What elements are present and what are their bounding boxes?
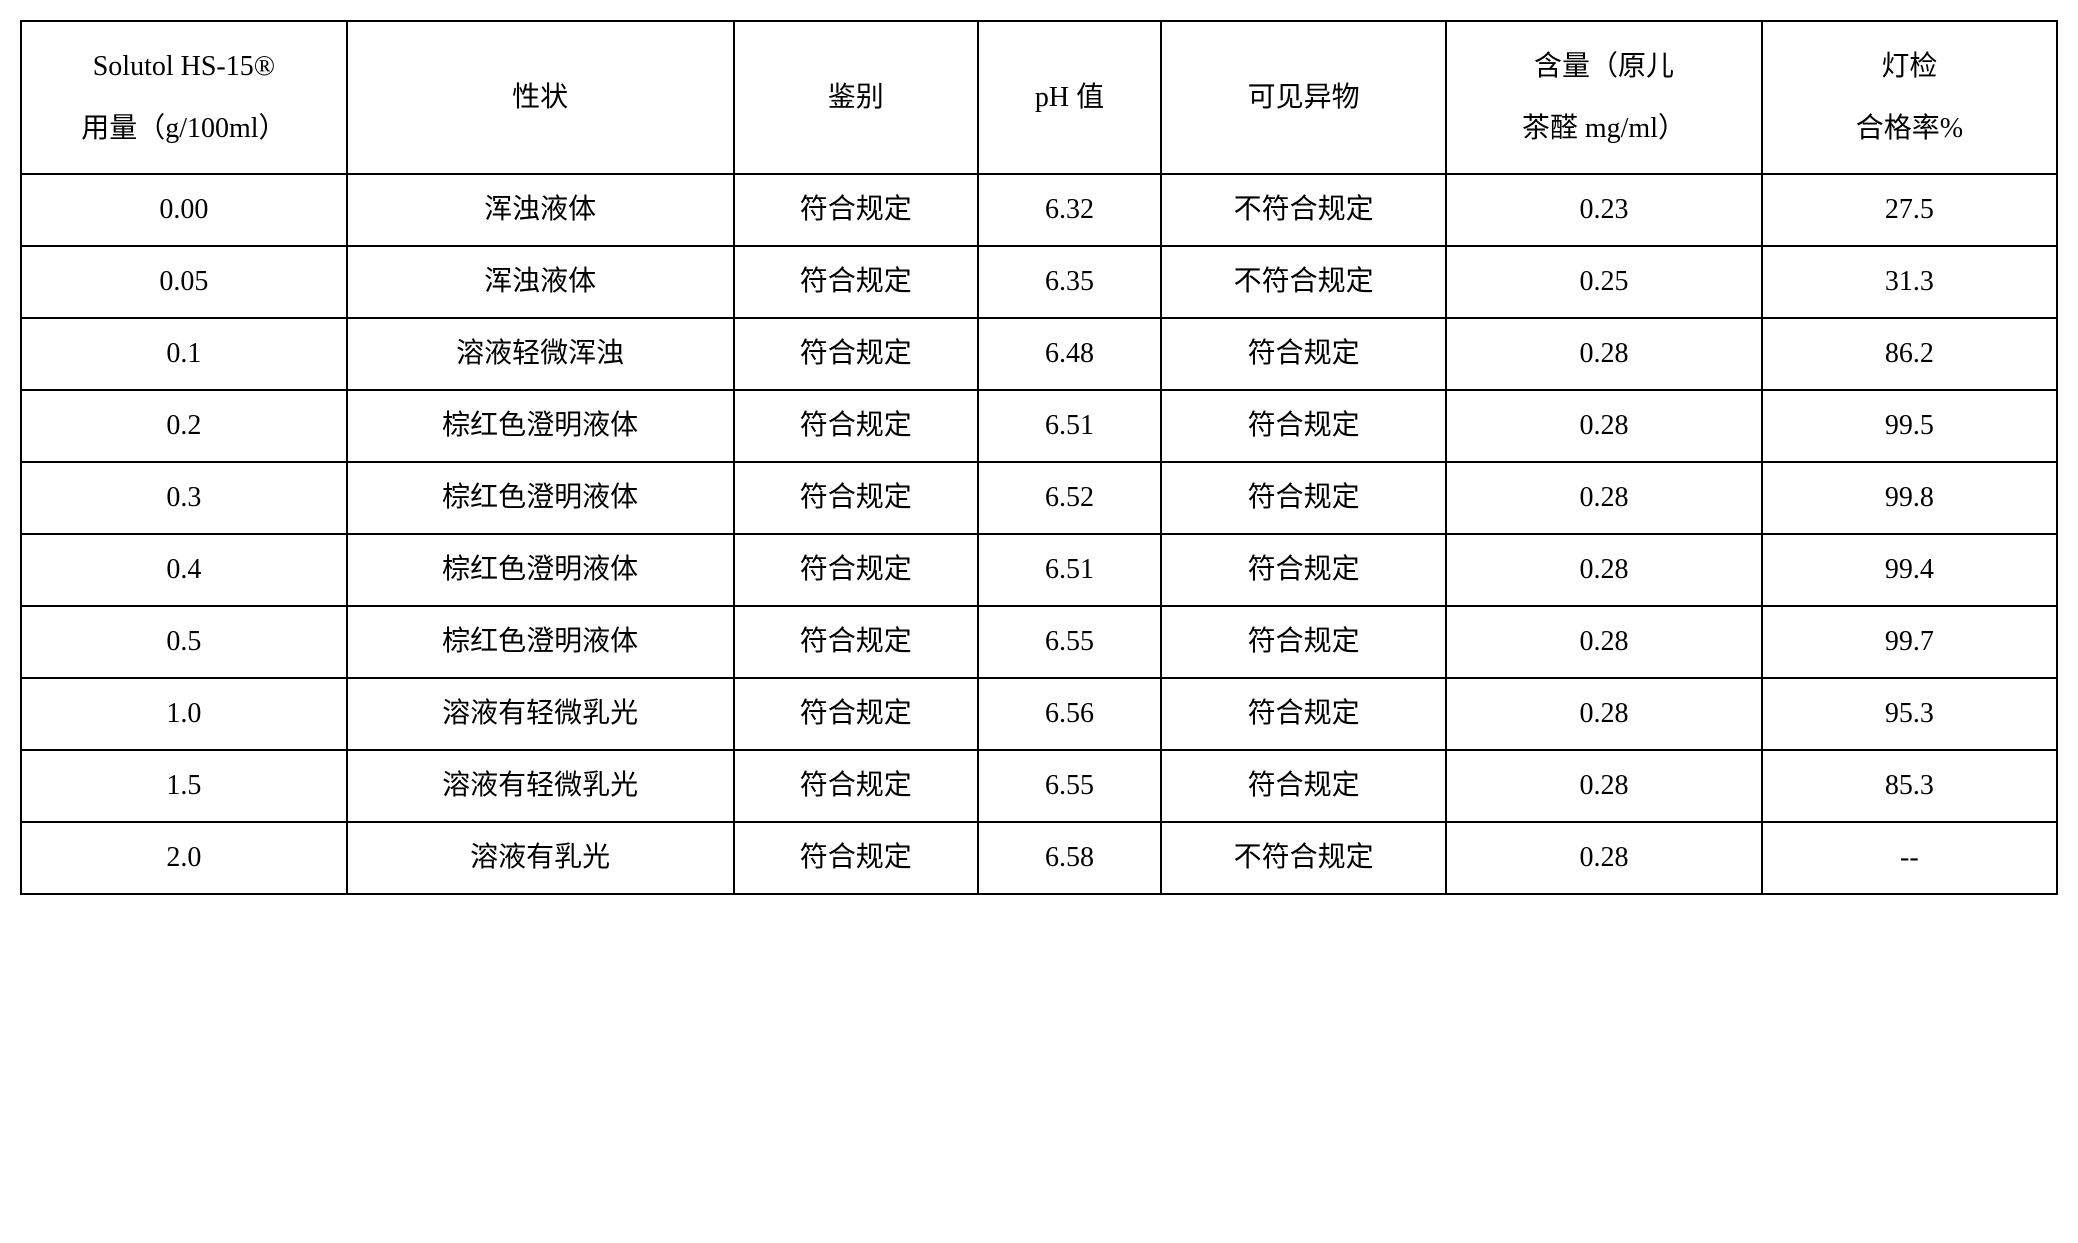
table-header-row: Solutol HS-15® 用量（g/100ml） 性状 鉴别 pH 值 可见… — [21, 21, 2057, 174]
cell-dosage: 0.05 — [21, 246, 347, 318]
cell-visible: 不符合规定 — [1161, 174, 1446, 246]
cell-identify: 符合规定 — [734, 246, 978, 318]
cell-pass: 99.4 — [1762, 534, 2057, 606]
cell-visible: 不符合规定 — [1161, 246, 1446, 318]
cell-appearance: 浑浊液体 — [347, 174, 734, 246]
cell-identify: 符合规定 — [734, 174, 978, 246]
cell-ph: 6.51 — [978, 534, 1161, 606]
cell-pass: 99.5 — [1762, 390, 2057, 462]
cell-ph: 6.51 — [978, 390, 1161, 462]
cell-dosage: 0.00 — [21, 174, 347, 246]
table-row: 0.3 棕红色澄明液体 符合规定 6.52 符合规定 0.28 99.8 — [21, 462, 2057, 534]
cell-visible: 符合规定 — [1161, 606, 1446, 678]
cell-dosage: 0.4 — [21, 534, 347, 606]
cell-content: 0.28 — [1446, 606, 1762, 678]
cell-ph: 6.56 — [978, 678, 1161, 750]
col-header-content-line2: 茶醛 mg/ml） — [1453, 98, 1755, 160]
cell-dosage: 1.5 — [21, 750, 347, 822]
table-row: 0.05 浑浊液体 符合规定 6.35 不符合规定 0.25 31.3 — [21, 246, 2057, 318]
cell-dosage: 0.1 — [21, 318, 347, 390]
cell-identify: 符合规定 — [734, 822, 978, 894]
cell-dosage: 2.0 — [21, 822, 347, 894]
cell-pass: 31.3 — [1762, 246, 2057, 318]
cell-dosage: 0.3 — [21, 462, 347, 534]
cell-pass: 27.5 — [1762, 174, 2057, 246]
cell-pass: 85.3 — [1762, 750, 2057, 822]
cell-identify: 符合规定 — [734, 606, 978, 678]
cell-appearance: 浑浊液体 — [347, 246, 734, 318]
cell-content: 0.28 — [1446, 678, 1762, 750]
col-header-ph: pH 值 — [978, 21, 1161, 174]
cell-identify: 符合规定 — [734, 462, 978, 534]
table-body: 0.00 浑浊液体 符合规定 6.32 不符合规定 0.23 27.5 0.05… — [21, 174, 2057, 894]
cell-visible: 符合规定 — [1161, 534, 1446, 606]
cell-identify: 符合规定 — [734, 390, 978, 462]
col-header-visible: 可见异物 — [1161, 21, 1446, 174]
cell-ph: 6.58 — [978, 822, 1161, 894]
cell-identify: 符合规定 — [734, 318, 978, 390]
cell-appearance: 溶液轻微浑浊 — [347, 318, 734, 390]
cell-appearance: 棕红色澄明液体 — [347, 534, 734, 606]
cell-ph: 6.48 — [978, 318, 1161, 390]
cell-identify: 符合规定 — [734, 750, 978, 822]
cell-pass: -- — [1762, 822, 2057, 894]
cell-content: 0.28 — [1446, 534, 1762, 606]
col-header-pass-line1: 灯检 — [1769, 36, 2050, 98]
table-row: 1.0 溶液有轻微乳光 符合规定 6.56 符合规定 0.28 95.3 — [21, 678, 2057, 750]
cell-ph: 6.52 — [978, 462, 1161, 534]
cell-pass: 95.3 — [1762, 678, 2057, 750]
cell-visible: 符合规定 — [1161, 390, 1446, 462]
table-row: 0.1 溶液轻微浑浊 符合规定 6.48 符合规定 0.28 86.2 — [21, 318, 2057, 390]
col-header-content-line1: 含量（原儿 — [1453, 36, 1755, 98]
col-header-dosage: Solutol HS-15® 用量（g/100ml） — [21, 21, 347, 174]
col-header-identify: 鉴别 — [734, 21, 978, 174]
col-header-dosage-line2: 用量（g/100ml） — [28, 98, 340, 160]
cell-appearance: 溶液有轻微乳光 — [347, 750, 734, 822]
cell-content: 0.28 — [1446, 390, 1762, 462]
table-row: 0.4 棕红色澄明液体 符合规定 6.51 符合规定 0.28 99.4 — [21, 534, 2057, 606]
cell-dosage: 0.5 — [21, 606, 347, 678]
col-header-dosage-line1: Solutol HS-15® — [28, 36, 340, 98]
data-table: Solutol HS-15® 用量（g/100ml） 性状 鉴别 pH 值 可见… — [20, 20, 2058, 895]
cell-ph: 6.55 — [978, 606, 1161, 678]
cell-appearance: 棕红色澄明液体 — [347, 606, 734, 678]
cell-pass: 86.2 — [1762, 318, 2057, 390]
cell-identify: 符合规定 — [734, 534, 978, 606]
table-header: Solutol HS-15® 用量（g/100ml） 性状 鉴别 pH 值 可见… — [21, 21, 2057, 174]
table-row: 1.5 溶液有轻微乳光 符合规定 6.55 符合规定 0.28 85.3 — [21, 750, 2057, 822]
col-header-pass-line2: 合格率% — [1769, 98, 2050, 160]
table-row: 0.5 棕红色澄明液体 符合规定 6.55 符合规定 0.28 99.7 — [21, 606, 2057, 678]
cell-content: 0.23 — [1446, 174, 1762, 246]
cell-pass: 99.8 — [1762, 462, 2057, 534]
cell-visible: 符合规定 — [1161, 750, 1446, 822]
table-row: 0.2 棕红色澄明液体 符合规定 6.51 符合规定 0.28 99.5 — [21, 390, 2057, 462]
col-header-content: 含量（原儿 茶醛 mg/ml） — [1446, 21, 1762, 174]
cell-appearance: 溶液有轻微乳光 — [347, 678, 734, 750]
cell-dosage: 1.0 — [21, 678, 347, 750]
cell-appearance: 棕红色澄明液体 — [347, 390, 734, 462]
cell-content: 0.28 — [1446, 462, 1762, 534]
cell-identify: 符合规定 — [734, 678, 978, 750]
cell-appearance: 棕红色澄明液体 — [347, 462, 734, 534]
table-row: 2.0 溶液有乳光 符合规定 6.58 不符合规定 0.28 -- — [21, 822, 2057, 894]
cell-ph: 6.55 — [978, 750, 1161, 822]
table-row: 0.00 浑浊液体 符合规定 6.32 不符合规定 0.23 27.5 — [21, 174, 2057, 246]
cell-content: 0.28 — [1446, 822, 1762, 894]
cell-appearance: 溶液有乳光 — [347, 822, 734, 894]
cell-dosage: 0.2 — [21, 390, 347, 462]
cell-content: 0.25 — [1446, 246, 1762, 318]
cell-content: 0.28 — [1446, 318, 1762, 390]
cell-visible: 符合规定 — [1161, 462, 1446, 534]
cell-visible: 符合规定 — [1161, 678, 1446, 750]
cell-ph: 6.32 — [978, 174, 1161, 246]
cell-visible: 不符合规定 — [1161, 822, 1446, 894]
cell-content: 0.28 — [1446, 750, 1762, 822]
cell-pass: 99.7 — [1762, 606, 2057, 678]
col-header-pass: 灯检 合格率% — [1762, 21, 2057, 174]
cell-ph: 6.35 — [978, 246, 1161, 318]
col-header-appearance: 性状 — [347, 21, 734, 174]
cell-visible: 符合规定 — [1161, 318, 1446, 390]
